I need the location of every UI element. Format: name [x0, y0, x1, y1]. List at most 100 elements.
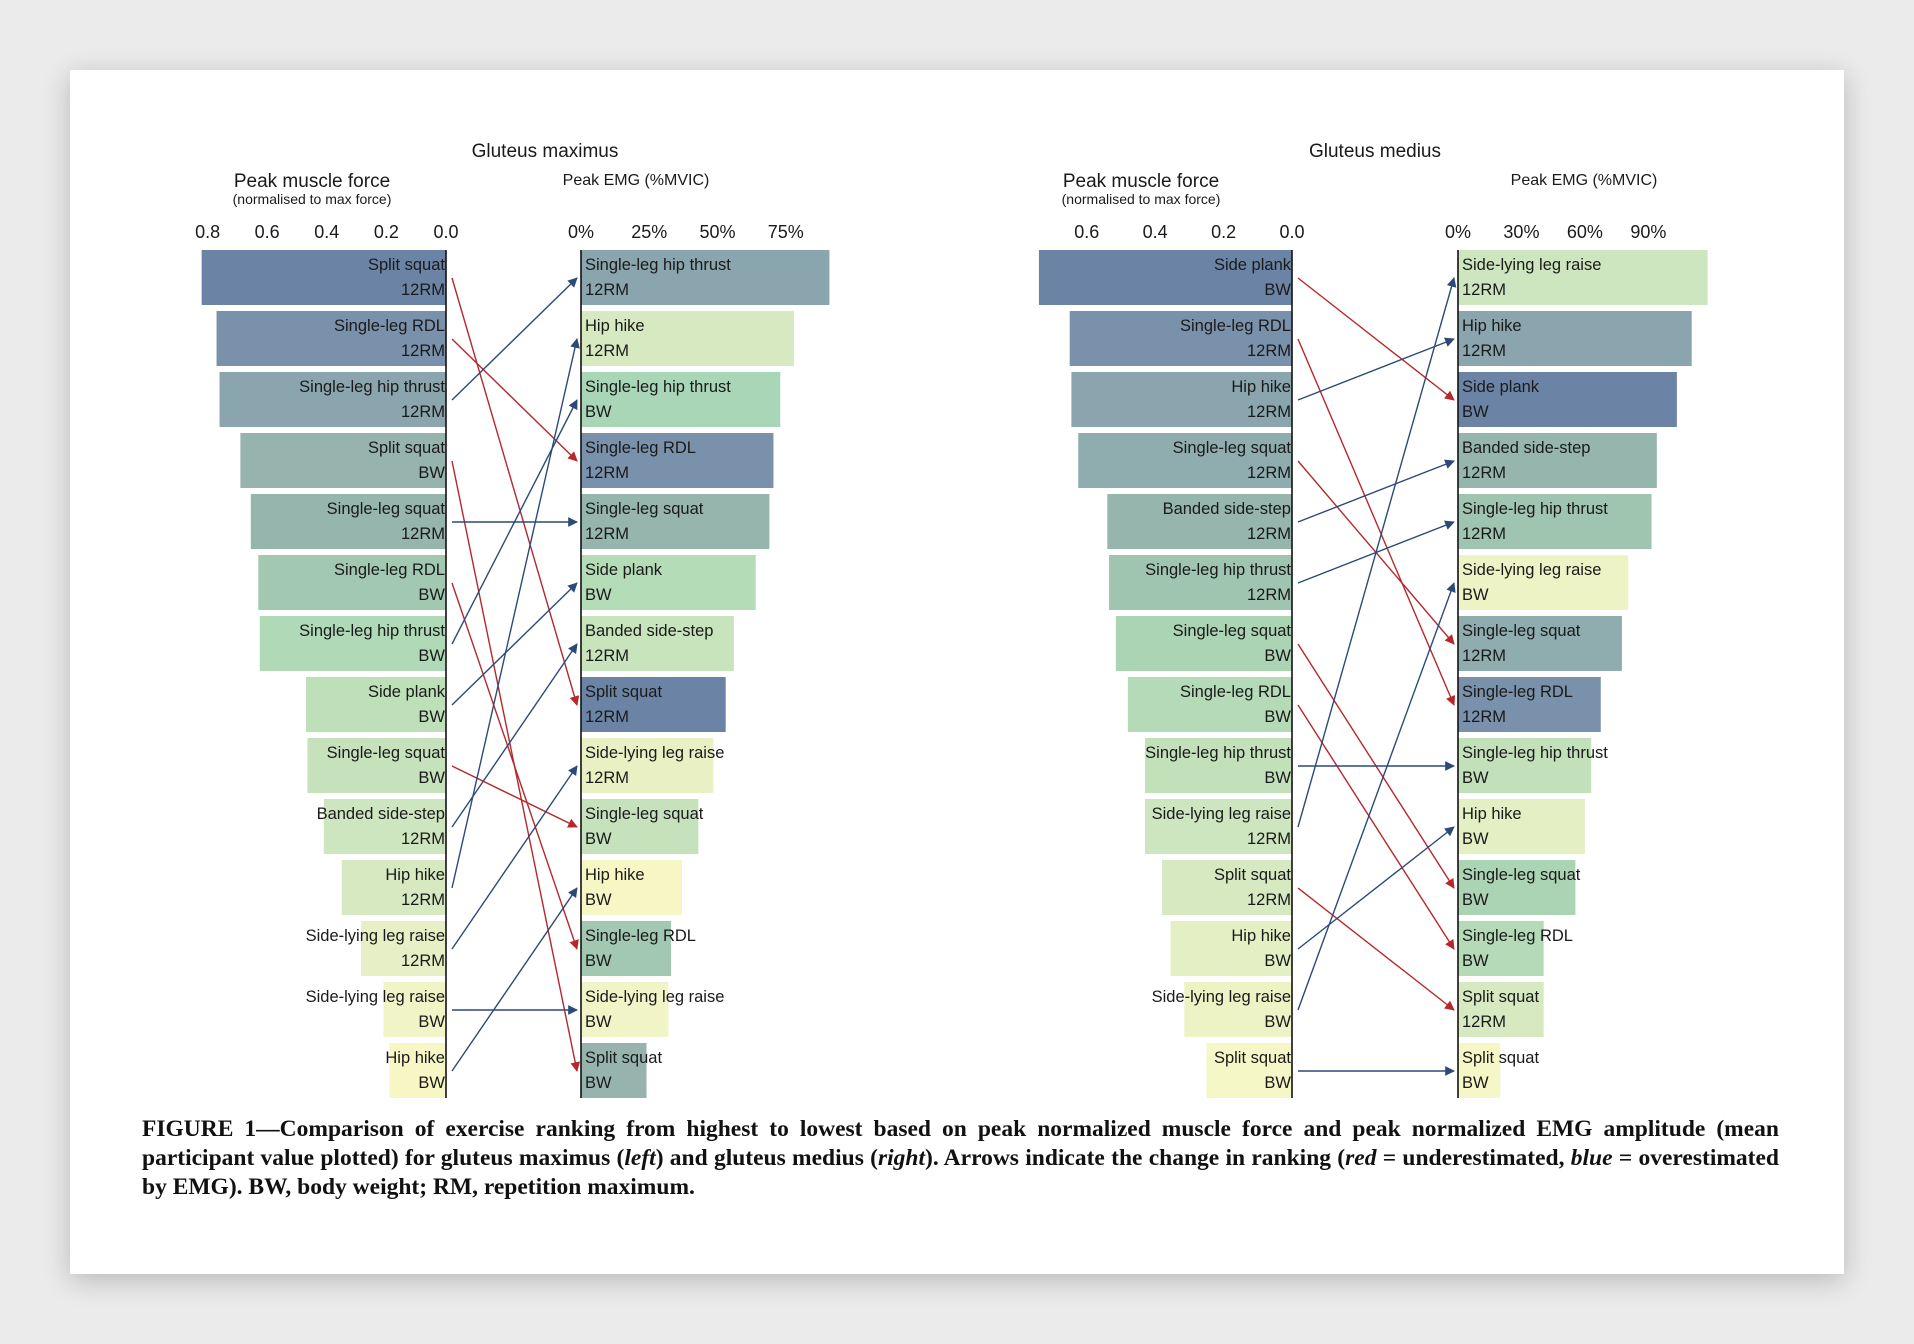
- emg-bar-exercise: Single-leg RDL: [585, 927, 696, 945]
- emg-bar-exercise: Hip hike: [585, 866, 645, 884]
- force-tick-label: 0.4: [314, 222, 339, 242]
- force-bar: [1069, 311, 1292, 366]
- force-bar-load: 12RM: [401, 952, 445, 970]
- figure-caption: FIGURE 1—Comparison of exercise ranking …: [142, 1115, 1779, 1202]
- force-tick-label: 0.2: [1211, 222, 1236, 242]
- force-bar-exercise: Side-lying leg raise: [1152, 988, 1291, 1006]
- force-bar: [1206, 1043, 1292, 1098]
- force-bar: [201, 250, 446, 305]
- caption-part: FIGURE 1—Comparison of exercise ranking …: [142, 1116, 1779, 1171]
- panel-title: Gluteus maximus: [472, 141, 619, 162]
- force-bar: [323, 799, 446, 854]
- emg-bar-exercise: Single-leg hip thrust: [1462, 500, 1608, 518]
- emg-bar-exercise: Banded side-step: [585, 622, 713, 640]
- emg-bar-load: 12RM: [1462, 1013, 1506, 1031]
- force-bar: [258, 555, 446, 610]
- emg-bar: [1458, 250, 1708, 305]
- emg-bar-exercise: Single-leg RDL: [585, 439, 696, 457]
- force-bar-exercise: Side-lying leg raise: [306, 927, 445, 945]
- force-bar: [1144, 738, 1292, 793]
- arrow-underestimated: [1297, 277, 1455, 401]
- emg-bar: [1458, 616, 1622, 671]
- emg-bar-load: 12RM: [1462, 647, 1506, 665]
- force-tick-label: 0.0: [433, 222, 458, 242]
- emg-bar-exercise: Hip hike: [1462, 317, 1522, 335]
- emg-bar-load: BW: [1462, 403, 1489, 421]
- emg-bar: [1458, 494, 1652, 549]
- force-bar-load: 12RM: [1247, 464, 1291, 482]
- emg-bar-load: 12RM: [1462, 464, 1506, 482]
- force-bar-exercise: Single-leg hip thrust: [1145, 744, 1291, 762]
- force-bar-exercise: Single-leg squat: [327, 744, 446, 762]
- force-bar: [1038, 250, 1292, 305]
- emg-bar-load: BW: [585, 1013, 612, 1031]
- emg-bar: [581, 1043, 647, 1098]
- emg-bar-load: BW: [585, 1074, 612, 1092]
- caption-part: = underestimated,: [1376, 1145, 1571, 1171]
- force-bar-load: BW: [418, 1074, 445, 1092]
- emg-bar: [581, 738, 714, 793]
- force-bar: [383, 982, 446, 1037]
- caption-part: ) and gluteus medius (: [655, 1145, 878, 1171]
- emg-axis-label: Peak EMG (%MVIC): [563, 172, 710, 189]
- force-bar: [250, 494, 446, 549]
- force-bar-load: BW: [1264, 1074, 1291, 1092]
- emg-bar-exercise: Split squat: [585, 1049, 662, 1067]
- panel-gluteus-medius: Gluteus medius Peak muscle force(normalis…: [1038, 141, 1708, 1098]
- arrow-underestimated: [451, 277, 580, 706]
- force-bar-load: 12RM: [401, 281, 445, 299]
- emg-bar-load: BW: [585, 830, 612, 848]
- emg-bar-load: 12RM: [585, 342, 629, 360]
- force-bar-load: 12RM: [1247, 525, 1291, 543]
- force-bar: [216, 311, 446, 366]
- caption-part: blue: [1570, 1145, 1613, 1171]
- caption-part: right: [877, 1145, 925, 1171]
- panel-title: Gluteus medius: [1309, 141, 1441, 162]
- force-bar: [1109, 555, 1292, 610]
- panel-gluteus-maximus: Gluteus maximus Peak muscle force(normali…: [195, 141, 830, 1098]
- emg-bar: [1458, 433, 1657, 488]
- emg-bar: [1458, 1043, 1501, 1098]
- emg-tick-label: 75%: [768, 222, 804, 242]
- force-bar-exercise: Single-leg RDL: [334, 561, 445, 579]
- emg-bar-exercise: Side-lying leg raise: [1462, 256, 1601, 274]
- force-bar: [307, 738, 446, 793]
- arrow-overestimated: [1297, 582, 1456, 1011]
- emg-bar-exercise: Single-leg squat: [585, 805, 704, 823]
- force-bar-exercise: Split squat: [1214, 1049, 1291, 1067]
- emg-bar-exercise: Side-lying leg raise: [585, 988, 724, 1006]
- arrow-overestimated: [451, 765, 578, 950]
- force-bar-exercise: Single-leg squat: [1173, 439, 1292, 457]
- force-bar-load: BW: [418, 464, 445, 482]
- force-bar-exercise: Single-leg hip thrust: [299, 622, 445, 640]
- force-bar-exercise: Hip hike: [1231, 378, 1291, 396]
- emg-bar-exercise: Single-leg hip thrust: [585, 256, 731, 274]
- emg-bar-load: BW: [1462, 830, 1489, 848]
- emg-bar-load: 12RM: [1462, 708, 1506, 726]
- force-bar: [1184, 982, 1292, 1037]
- force-bar: [259, 616, 446, 671]
- force-bar-load: BW: [418, 1013, 445, 1031]
- emg-bar-exercise: Split squat: [1462, 1049, 1539, 1067]
- emg-bar-exercise: Banded side-step: [1462, 439, 1590, 457]
- emg-tick-label: 25%: [631, 222, 667, 242]
- force-bar: [240, 433, 446, 488]
- emg-bar: [581, 860, 683, 915]
- arrow-underestimated: [451, 338, 578, 462]
- force-bar-load: 12RM: [1247, 830, 1291, 848]
- force-bar-exercise: Hip hike: [385, 866, 445, 884]
- emg-bar-exercise: Single-leg hip thrust: [1462, 744, 1608, 762]
- emg-bar-load: BW: [585, 952, 612, 970]
- emg-axis-label: Peak EMG (%MVIC): [1511, 172, 1658, 189]
- emg-bar-load: 12RM: [1462, 342, 1506, 360]
- force-bar: [1170, 921, 1292, 976]
- force-bar: [1107, 494, 1292, 549]
- force-axis-sublabel: (normalised to max force): [233, 191, 392, 207]
- force-bar-load: 12RM: [401, 342, 445, 360]
- emg-bar: [581, 921, 672, 976]
- emg-bar: [581, 616, 734, 671]
- arrow-underestimated: [451, 765, 578, 828]
- emg-bar-exercise: Split squat: [1462, 988, 1539, 1006]
- emg-bar-exercise: Side-lying leg raise: [585, 744, 724, 762]
- arrow-underestimated: [451, 582, 579, 950]
